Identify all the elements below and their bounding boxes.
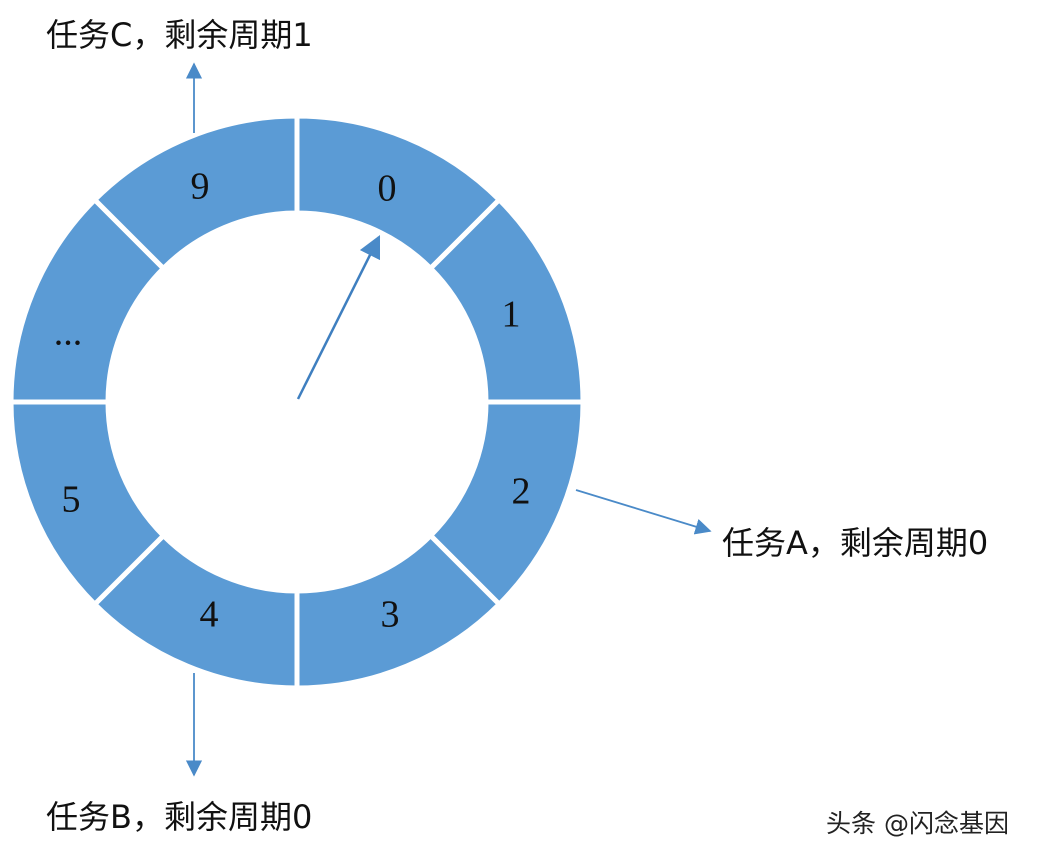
wheel-slot-9 (91, 113, 300, 272)
slot-label-1: 1 (502, 294, 521, 336)
slot-label-9: 9 (191, 166, 210, 208)
time-wheel-ring (8, 113, 586, 691)
task-a-label: 任务A，剩余周期0 (722, 524, 988, 562)
slot-label-0: 0 (378, 168, 397, 210)
slot-label-4: 4 (200, 594, 219, 636)
slot-label-3: 3 (381, 594, 400, 636)
slot-labels: 0 1 2 3 4 5 ... 9 (54, 166, 531, 636)
task-a-arrow (575, 489, 712, 535)
watermark-text: 头条 @闪念基因 (826, 809, 1009, 838)
slot-label-5: 5 (62, 479, 81, 521)
slot-label-ellipsis: ... (54, 312, 83, 354)
current-slot-pointer-arrow (296, 234, 381, 400)
slot-label-2: 2 (512, 471, 531, 513)
task-c-label: 任务C，剩余周期1 (46, 16, 313, 54)
task-b-label: 任务B，剩余周期0 (46, 798, 312, 836)
